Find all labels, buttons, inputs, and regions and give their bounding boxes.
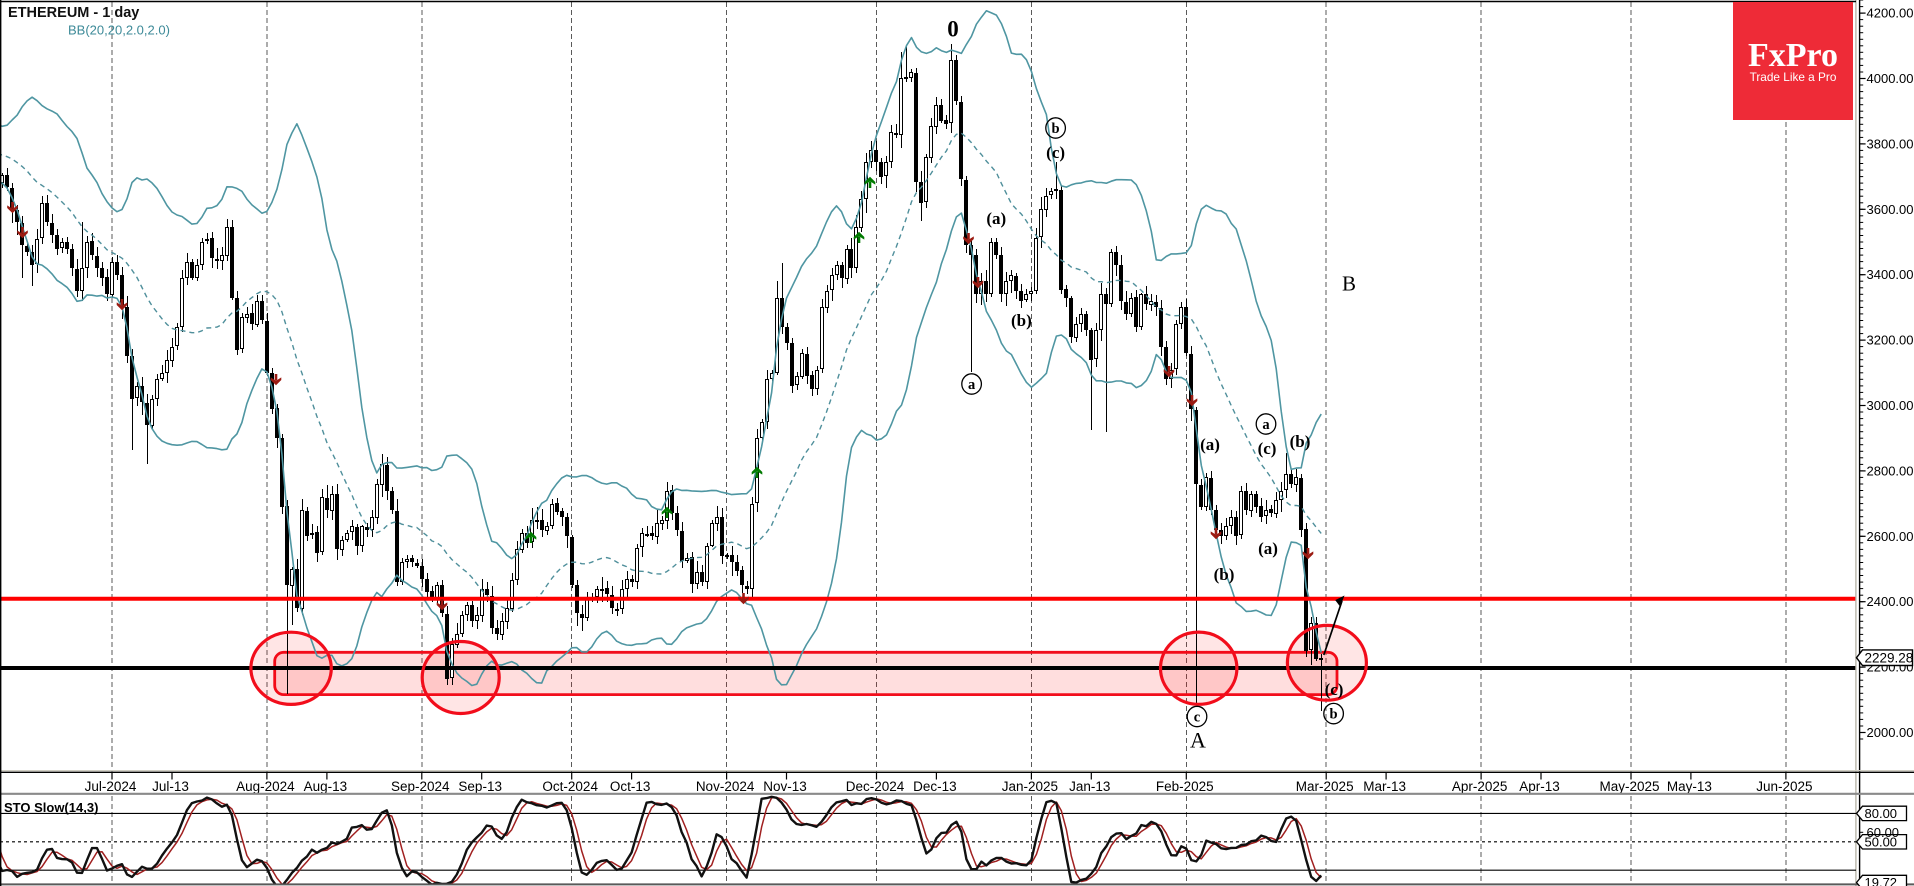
svg-text:2229.28: 2229.28 <box>1865 651 1914 666</box>
svg-text:60.00: 60.00 <box>1867 825 1900 840</box>
svg-text:80.00: 80.00 <box>1865 806 1898 821</box>
svg-text:c: c <box>1194 710 1201 726</box>
svg-text:Dec-2024: Dec-2024 <box>846 779 905 794</box>
svg-text:b: b <box>1052 121 1060 137</box>
svg-text:Jul-13: Jul-13 <box>152 779 189 794</box>
svg-text:Nov-13: Nov-13 <box>763 779 807 794</box>
svg-text:a: a <box>1262 417 1270 433</box>
svg-text:Oct-2024: Oct-2024 <box>542 779 598 794</box>
svg-text:0: 0 <box>947 17 959 42</box>
svg-text:Apr-2025: Apr-2025 <box>1452 779 1508 794</box>
svg-text:Trade Like a Pro: Trade Like a Pro <box>1750 70 1837 84</box>
svg-text:Aug-2024: Aug-2024 <box>236 779 295 794</box>
svg-text:2600.00: 2600.00 <box>1867 529 1914 544</box>
svg-text:4200.00: 4200.00 <box>1867 6 1914 21</box>
svg-text:(c): (c) <box>1046 143 1065 162</box>
svg-text:3000.00: 3000.00 <box>1867 398 1914 413</box>
svg-text:Mar-2025: Mar-2025 <box>1296 779 1354 794</box>
svg-text:BB(20,20,2.0,2.0): BB(20,20,2.0,2.0) <box>68 23 170 38</box>
svg-text:Nov-2024: Nov-2024 <box>696 779 755 794</box>
svg-text:(c): (c) <box>1258 439 1277 458</box>
svg-text:(c): (c) <box>1325 680 1344 699</box>
svg-text:STO Slow(14,3): STO Slow(14,3) <box>4 800 98 815</box>
svg-text:19.72: 19.72 <box>1865 875 1898 886</box>
svg-text:Jan-13: Jan-13 <box>1069 779 1110 794</box>
svg-text:b: b <box>1330 707 1338 723</box>
svg-text:Jun-2025: Jun-2025 <box>1756 779 1812 794</box>
svg-text:a: a <box>968 377 976 393</box>
svg-text:Dec-13: Dec-13 <box>913 779 957 794</box>
svg-text:3400.00: 3400.00 <box>1867 267 1914 282</box>
svg-text:Oct-13: Oct-13 <box>610 779 651 794</box>
svg-text:Apr-13: Apr-13 <box>1519 779 1560 794</box>
svg-text:B: B <box>1342 271 1356 295</box>
svg-text:ETHEREUM - 1 day: ETHEREUM - 1 day <box>8 5 139 21</box>
svg-text:(b): (b) <box>1290 432 1311 451</box>
svg-text:(a): (a) <box>986 209 1006 228</box>
svg-text:(a): (a) <box>1258 539 1278 558</box>
svg-text:Aug-13: Aug-13 <box>304 779 348 794</box>
svg-text:50.00: 50.00 <box>1865 834 1898 849</box>
svg-text:(b): (b) <box>1011 311 1032 330</box>
svg-text:2800.00: 2800.00 <box>1867 463 1914 478</box>
svg-text:Jan-2025: Jan-2025 <box>1002 779 1058 794</box>
svg-text:(b): (b) <box>1214 565 1235 584</box>
svg-text:3600.00: 3600.00 <box>1867 202 1914 217</box>
svg-text:3200.00: 3200.00 <box>1867 333 1914 348</box>
svg-text:Mar-13: Mar-13 <box>1363 779 1406 794</box>
svg-text:Sep-13: Sep-13 <box>458 779 502 794</box>
svg-text:A: A <box>1190 728 1206 753</box>
svg-text:May-13: May-13 <box>1667 779 1712 794</box>
svg-text:Feb-2025: Feb-2025 <box>1156 779 1214 794</box>
svg-text:May-2025: May-2025 <box>1599 779 1659 794</box>
svg-text:4000.00: 4000.00 <box>1867 71 1914 86</box>
svg-text:Jul-2024: Jul-2024 <box>85 779 137 794</box>
svg-text:Sep-2024: Sep-2024 <box>391 779 450 794</box>
svg-text:2000.00: 2000.00 <box>1867 725 1914 740</box>
svg-text:(a): (a) <box>1200 435 1220 454</box>
svg-text:3800.00: 3800.00 <box>1867 136 1914 151</box>
svg-text:2400.00: 2400.00 <box>1867 594 1914 609</box>
svg-text:FxPro: FxPro <box>1748 37 1838 74</box>
